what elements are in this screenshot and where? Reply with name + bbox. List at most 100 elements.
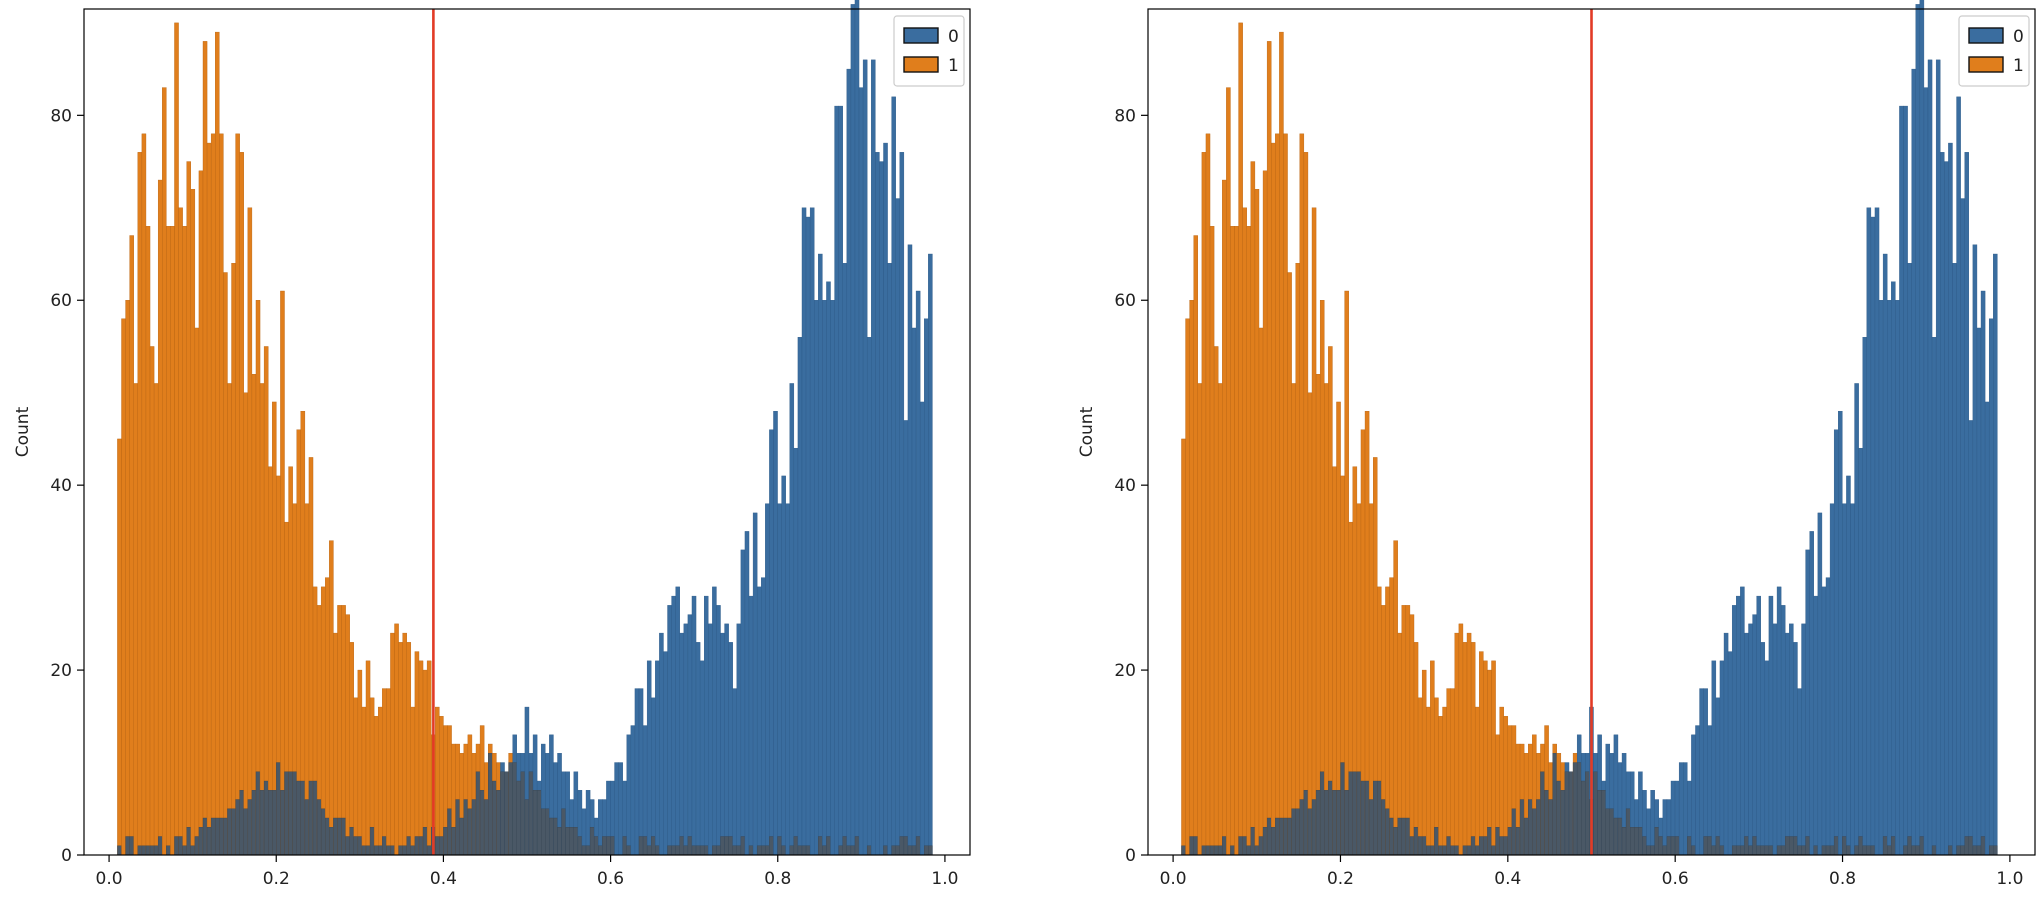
- histogram-bar-overlap: [761, 845, 766, 856]
- histogram-bar-overlap: [1988, 845, 1994, 856]
- histogram-bar-class-1: [1209, 226, 1215, 856]
- histogram-bar-class-0: [1731, 605, 1737, 856]
- histogram-bar-class-1: [1491, 660, 1496, 856]
- histogram-bar-overlap: [1413, 827, 1419, 856]
- histogram-bar-overlap: [263, 780, 269, 856]
- histogram-bar-overlap: [1344, 790, 1349, 856]
- histogram-bar-overlap: [117, 845, 122, 856]
- histogram-bar-overlap: [1385, 808, 1390, 856]
- histogram-bar-class-1: [198, 170, 204, 856]
- histogram-bar-class-1: [1466, 632, 1472, 856]
- histogram-bar-class-0: [691, 595, 697, 856]
- histogram-bar-overlap: [178, 836, 183, 856]
- histogram-bar-class-0: [1972, 244, 1978, 856]
- histogram-bar-class-1: [1250, 161, 1256, 856]
- histogram-bar-overlap: [1654, 827, 1659, 856]
- histogram-bar-class-0: [1703, 688, 1708, 856]
- x-tick-label: 0.0: [1160, 869, 1187, 889]
- histogram-bar-overlap: [683, 845, 689, 856]
- histogram-bar-overlap: [610, 836, 615, 856]
- histogram-bar-overlap: [822, 845, 827, 856]
- legend-label: 1: [948, 56, 959, 76]
- histogram-bar-overlap: [1870, 845, 1876, 856]
- histogram-bar-overlap: [1715, 836, 1721, 856]
- histogram-bar-overlap: [1613, 817, 1619, 856]
- histogram-bar-overlap: [296, 780, 301, 856]
- x-tick-label: 0.4: [430, 869, 457, 889]
- histogram-bar-class-1: [1275, 133, 1280, 856]
- histogram-bar-overlap: [1862, 845, 1868, 856]
- histogram-bar-overlap: [357, 836, 363, 856]
- histogram-bar-overlap: [805, 845, 811, 856]
- histogram-bar-overlap: [1548, 799, 1553, 856]
- histogram-bar-class-0: [1752, 614, 1757, 856]
- histogram-bar-overlap: [1511, 808, 1517, 856]
- histogram-bar-class-0: [887, 263, 892, 856]
- histogram-bar-overlap: [459, 817, 464, 856]
- histogram-bar-class-1: [1474, 706, 1480, 856]
- histogram-bar-class-1: [1426, 706, 1431, 856]
- histogram-bar-class-0: [1650, 790, 1655, 856]
- histogram-bar-class-0: [781, 475, 786, 856]
- histogram-bar-overlap: [276, 762, 281, 856]
- histogram-bar-overlap: [1250, 827, 1256, 856]
- histogram-bar-class-1: [406, 642, 412, 856]
- y-tick-label: 80: [50, 106, 72, 126]
- histogram-bar-class-0: [1678, 762, 1684, 856]
- histogram-bar-overlap: [769, 836, 774, 856]
- histogram-bar-class-0: [1768, 595, 1774, 856]
- histogram-bar-overlap: [1246, 845, 1252, 856]
- histogram-bar-overlap: [1291, 808, 1296, 856]
- histogram-bar-overlap: [1254, 845, 1260, 856]
- histogram-bar-class-0: [659, 632, 664, 856]
- histogram-bar-overlap: [818, 836, 823, 856]
- histogram-bar-overlap: [137, 845, 143, 856]
- histogram-bar-overlap: [1287, 817, 1292, 856]
- histogram-bar-class-0: [1891, 281, 1896, 856]
- histogram-bar-class-0: [630, 725, 636, 856]
- histogram-bar-overlap: [1381, 799, 1386, 856]
- histogram-bar-class-1: [1454, 632, 1460, 856]
- histogram-bar-overlap: [219, 817, 224, 856]
- histogram-bar-class-1: [1238, 22, 1243, 856]
- histogram-bar-class-1: [149, 346, 155, 856]
- histogram-bar-class-0: [1691, 734, 1696, 856]
- histogram-bar-overlap: [194, 836, 200, 856]
- y-tick-label: 60: [50, 291, 72, 311]
- histogram-bar-overlap: [426, 845, 432, 856]
- histogram-bar-overlap: [1315, 790, 1321, 856]
- histogram-bar-class-0: [646, 660, 652, 856]
- histogram-bar-overlap: [1642, 836, 1647, 856]
- histogram-bar-overlap: [1466, 845, 1472, 856]
- histogram-bar-class-0: [1948, 142, 1953, 856]
- histogram-bar-overlap: [210, 817, 216, 856]
- y-tick-label: 40: [1114, 476, 1136, 496]
- histogram-bar-overlap: [1789, 836, 1794, 856]
- histogram-bar-overlap: [223, 817, 228, 856]
- histogram-bar-class-0: [883, 142, 888, 856]
- histogram-bar-class-0: [1825, 577, 1831, 856]
- histogram-bar-class-1: [1185, 318, 1190, 856]
- histogram-bar-overlap: [1711, 845, 1717, 856]
- histogram-bar-overlap: [382, 836, 387, 856]
- histogram-bar-overlap: [1858, 836, 1863, 856]
- histogram-bar-overlap: [447, 808, 452, 856]
- legend-label: 0: [948, 27, 959, 47]
- histogram-bar-class-1: [1311, 207, 1317, 856]
- histogram-bar-overlap: [129, 836, 134, 856]
- histogram-bar-overlap: [1430, 845, 1435, 856]
- histogram-bar-class-1: [1389, 577, 1394, 856]
- histogram-bar-class-1: [272, 401, 277, 856]
- histogram-bar-overlap: [671, 845, 676, 856]
- histogram-bar-class-1: [186, 161, 191, 856]
- histogram-bar-class-0: [1993, 253, 1998, 856]
- histogram-bar-overlap: [1222, 836, 1227, 856]
- legend-swatch-class-0: [1968, 27, 2004, 44]
- histogram-bar-overlap: [1483, 836, 1488, 856]
- histogram-bar-class-0: [903, 420, 909, 856]
- histogram-bar-class-0: [1711, 660, 1717, 856]
- y-axis-label: Count: [13, 406, 33, 457]
- histogram-bar-overlap: [1776, 845, 1782, 856]
- histogram-bar-class-0: [1903, 105, 1908, 856]
- histogram-bar-overlap: [1495, 827, 1500, 856]
